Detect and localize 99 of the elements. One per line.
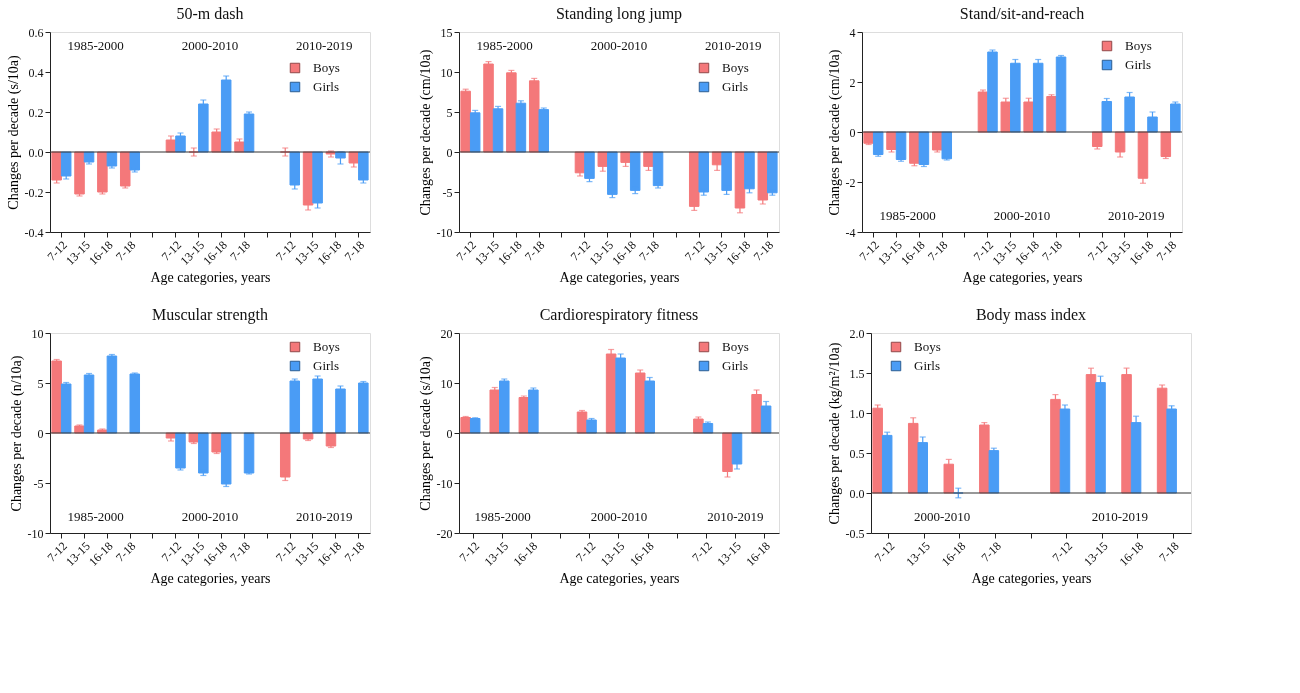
y-tick-label: 10 bbox=[440, 65, 453, 80]
x-tick-label: 7-12 bbox=[456, 539, 483, 565]
annotation: 2000-2010 bbox=[181, 38, 239, 53]
y-axis-title: Changes per decade (s/10a) bbox=[5, 55, 22, 210]
annotation: 2010-2019 bbox=[296, 509, 353, 524]
chart-title: Cardiorespiratory fitness bbox=[539, 306, 699, 324]
chart-title: 50-m dash bbox=[176, 5, 244, 22]
x-tick-label: 7-18 bbox=[341, 238, 368, 264]
legend-label: Girls bbox=[313, 358, 339, 373]
annotation: 2000-2010 bbox=[913, 509, 971, 524]
legend-label: Boys bbox=[313, 60, 340, 75]
y-axis-title: Changes per decade (n/10a) bbox=[8, 355, 25, 512]
chart-title: Muscular strength bbox=[152, 306, 268, 324]
y-tick-label: 10 bbox=[31, 326, 44, 341]
annotation: 1985-2000 bbox=[879, 208, 936, 223]
y-tick-label: 0.4 bbox=[28, 65, 44, 80]
y-tick-label: -5 bbox=[442, 185, 453, 200]
annotation: 2000-2010 bbox=[590, 38, 648, 53]
y-tick-label: -10 bbox=[436, 225, 453, 240]
legend-label: Girls bbox=[1125, 57, 1151, 72]
x-tick-label: 7-18 bbox=[1156, 539, 1182, 565]
annotation: 1985-2000 bbox=[67, 38, 124, 53]
x-tick-label: 7-18 bbox=[227, 238, 253, 264]
legend-label: Girls bbox=[722, 79, 748, 94]
y-tick-label: 4 bbox=[849, 25, 856, 40]
legend-label: Girls bbox=[914, 358, 940, 373]
x-tick-label: 7-12 bbox=[689, 539, 715, 565]
x-tick-label: 7-18 bbox=[1153, 238, 1180, 264]
y-tick-label: 0 bbox=[446, 426, 453, 441]
y-tick-label: 0.5 bbox=[849, 446, 865, 461]
y-tick-label: -10 bbox=[436, 476, 453, 491]
y-tick-label: 2.0 bbox=[849, 326, 865, 341]
y-tick-label: -0.4 bbox=[24, 225, 44, 240]
chart-title: Stand/sit-and-reach bbox=[959, 5, 1085, 22]
x-tick-label: 7-18 bbox=[978, 539, 1004, 565]
legend-label: Girls bbox=[313, 79, 339, 94]
y-tick-label: 2 bbox=[849, 75, 856, 90]
y-tick-label: -10 bbox=[27, 526, 44, 541]
x-tick-label: 7-18 bbox=[113, 238, 139, 264]
x-axis-title: Age categories, years bbox=[150, 571, 271, 587]
y-tick-label: 20 bbox=[440, 326, 453, 341]
chart-title: Body mass index bbox=[975, 306, 1087, 324]
y-tick-label: 1.5 bbox=[849, 366, 865, 381]
y-tick-label: -4 bbox=[845, 225, 856, 240]
annotation: 2010-2019 bbox=[707, 509, 764, 524]
annotation: 2000-2010 bbox=[181, 509, 239, 524]
annotation: 2000-2010 bbox=[590, 509, 648, 524]
x-tick-label: 7-18 bbox=[113, 539, 139, 565]
chart-title: Standing long jump bbox=[555, 5, 683, 23]
y-tick-label: 0 bbox=[849, 125, 856, 140]
y-tick-label: 0 bbox=[37, 426, 44, 441]
y-tick-label: 10 bbox=[440, 376, 453, 391]
x-tick-label: 7-18 bbox=[636, 238, 662, 264]
y-tick-label: -2 bbox=[845, 175, 856, 190]
annotation: 2010-2019 bbox=[1091, 509, 1149, 524]
y-axis-title: Changes per decade (cm/10a) bbox=[826, 49, 843, 216]
y-tick-label: 5 bbox=[446, 105, 453, 120]
x-tick-label: 7-18 bbox=[522, 238, 548, 264]
x-axis-title: Age categories, years bbox=[559, 270, 680, 286]
y-tick-label: -0.2 bbox=[24, 185, 44, 200]
x-tick-label: 7-18 bbox=[1039, 238, 1065, 264]
x-axis-title: Age categories, years bbox=[559, 571, 680, 587]
annotation: 2010-2019 bbox=[705, 38, 762, 53]
x-tick-label: 7-18 bbox=[341, 539, 368, 565]
y-tick-label: 1.0 bbox=[849, 406, 865, 421]
legend-label: Boys bbox=[722, 60, 749, 75]
x-tick-label: 7-18 bbox=[227, 539, 253, 565]
y-tick-label: 0.6 bbox=[28, 25, 44, 40]
legend-label: Boys bbox=[1125, 38, 1152, 53]
annotation: 1985-2000 bbox=[476, 38, 533, 53]
y-axis-title: Changes per decade (kg/m²/10a) bbox=[826, 342, 843, 525]
y-tick-label: 0.2 bbox=[28, 105, 44, 120]
legend-label: Boys bbox=[313, 339, 340, 354]
x-tick-label: 7-18 bbox=[925, 238, 951, 264]
legend-label: Boys bbox=[722, 339, 749, 354]
y-tick-label: -0.5 bbox=[845, 526, 865, 541]
annotation: 1985-2000 bbox=[474, 509, 531, 524]
y-tick-label: -5 bbox=[33, 476, 44, 491]
y-axis-title: Changes per decade (s/10a) bbox=[417, 356, 434, 511]
annotation: 2010-2019 bbox=[1108, 208, 1165, 223]
y-tick-label: 0.0 bbox=[849, 486, 865, 501]
annotation: 1985-2000 bbox=[67, 509, 124, 524]
y-tick-label: 15 bbox=[440, 25, 453, 40]
x-axis-title: Age categories, years bbox=[971, 571, 1092, 587]
legend-label: Boys bbox=[914, 339, 941, 354]
legend-label: Girls bbox=[722, 358, 748, 373]
x-tick-label: 7-12 bbox=[871, 539, 898, 565]
y-tick-label: -20 bbox=[436, 526, 453, 541]
x-tick-label: 7-12 bbox=[572, 539, 599, 565]
y-tick-label: 5 bbox=[37, 376, 44, 391]
annotation: 2010-2019 bbox=[296, 38, 353, 53]
y-axis-title: Changes per decade (cm/10a) bbox=[417, 49, 434, 216]
annotation: 2000-2010 bbox=[993, 208, 1051, 223]
x-axis-title: Age categories, years bbox=[150, 270, 271, 286]
y-tick-label: 0.0 bbox=[28, 145, 44, 160]
x-tick-label: 7-18 bbox=[750, 238, 777, 264]
y-tick-label: 0 bbox=[446, 145, 453, 160]
x-axis-title: Age categories, years bbox=[962, 270, 1083, 286]
x-tick-label: 7-12 bbox=[1049, 539, 1076, 565]
